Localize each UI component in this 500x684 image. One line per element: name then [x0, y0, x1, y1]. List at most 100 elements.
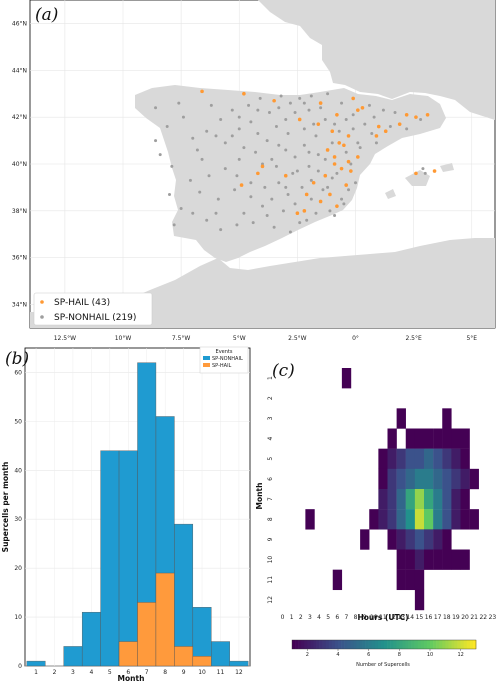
nonhail-point [347, 188, 351, 192]
nonhail-point [274, 164, 278, 168]
hail-point [304, 192, 309, 197]
nonhail-point [172, 223, 176, 227]
bar-x-tick-label: 8 [163, 669, 167, 676]
heatmap-cell [442, 408, 452, 429]
hail-point [332, 155, 337, 159]
heatmap-cell [396, 408, 406, 429]
bar-nonhail [81, 611, 101, 667]
heatmap-cell [442, 428, 452, 449]
heatmap-cell [396, 529, 406, 550]
nonhail-point [265, 139, 269, 143]
heatmap-cell [414, 569, 425, 591]
heatmap-cell [424, 549, 434, 570]
heatmap-y-tick-label: 12 [267, 596, 274, 604]
hail-point [260, 164, 265, 169]
colorbar-segment [347, 640, 351, 649]
nonhail-point [330, 141, 334, 145]
bar-y-tick-label: 0 [18, 663, 22, 670]
heatmap-cell [396, 549, 406, 570]
nonhail-point [300, 185, 304, 189]
heatmap-cell [387, 529, 397, 550]
heatmap-cell [433, 489, 443, 510]
nonhail-point [191, 136, 195, 140]
heatmap-cell [405, 509, 416, 530]
nonhail-point [277, 106, 281, 110]
nonhail-point [342, 202, 346, 206]
nonhail-point [258, 96, 262, 100]
nonhail-point [309, 94, 313, 98]
heatmap-x-tick-label: 22 [479, 614, 487, 621]
heatmap-cell [442, 549, 452, 570]
bar-xlabel: Month [118, 674, 145, 683]
heatmap-cell [460, 549, 470, 570]
hail-point [346, 159, 351, 164]
colorbar-segment [353, 640, 357, 649]
nonhail-point [388, 125, 392, 129]
nonhail-point [237, 115, 241, 119]
nonhail-point [423, 171, 427, 175]
heatmap-x-tick-label: 15 [416, 614, 424, 621]
hail-point [295, 211, 300, 215]
heatmap-y-tick-label: 2 [267, 396, 274, 400]
nonhail-point [270, 197, 274, 201]
hail-point [404, 113, 409, 117]
heatmap-cell [414, 468, 425, 490]
heatmap-x-tick-label: 9 [363, 614, 367, 621]
nonhail-point [312, 122, 316, 126]
map-lon-tick-label: 12.5°W [54, 335, 76, 342]
nonhail-point [307, 164, 311, 168]
colorbar-segment [331, 640, 336, 649]
colorbar: 2 4 6 8 10 12 [291, 639, 477, 658]
colorbar-segment [328, 640, 333, 649]
hail-point [383, 129, 388, 133]
map-lat-tick-label: 34°N [12, 302, 27, 309]
hail-point [349, 169, 353, 173]
colorbar-segment [304, 640, 308, 649]
colorbar-segment [405, 640, 409, 649]
bar-hail [155, 572, 175, 667]
heatmap-cell [378, 509, 388, 530]
colorbar-tick-label: 2 [306, 652, 309, 658]
colorbar-segment [396, 640, 400, 649]
heatmap-cell [451, 468, 461, 490]
nonhail-point [200, 157, 204, 161]
colorbar-segment [457, 640, 461, 649]
bar-nonhail [100, 450, 120, 667]
heatmap-cell [396, 489, 406, 510]
nonhail-point [188, 178, 192, 182]
heatmap-cell [433, 468, 443, 490]
bar-hail [192, 656, 212, 667]
colorbar-segment [359, 640, 363, 649]
map-lat-tick-label: 46°N [12, 20, 27, 27]
heatmap-y-tick-label: 4 [267, 436, 274, 440]
colorbar-segment [362, 640, 366, 649]
nonhail-point [209, 103, 213, 107]
colorbar-segment [399, 640, 403, 649]
nonhail-point [330, 176, 334, 180]
map-lon-tick-label: 7.5°W [172, 335, 191, 342]
heatmap-cell [405, 569, 416, 591]
colorbar-segment [393, 640, 397, 649]
map-lat-tick-label: 42°N [12, 114, 27, 121]
map-lat-tick-label: 36°N [12, 255, 27, 262]
hail-point [397, 122, 402, 126]
panel-a-map: 12.5°W 10°W 7.5°W 5°W 2.5°W 0° 2.5°E 5°E 46°N 44°… [12, 0, 496, 342]
heatmap-xlabel: Hours (UTC) [357, 613, 408, 622]
bar-x-tick-label: 1 [34, 669, 38, 676]
nonhail-point [286, 132, 290, 136]
hail-point [200, 89, 204, 94]
heatmap-cell [442, 468, 452, 490]
map-lat-tick-label: 44°N [12, 67, 27, 74]
heatmap-x-tick-label: 6 [335, 614, 339, 621]
bar-legend-title: Events [216, 349, 233, 355]
colorbar-segment [338, 640, 342, 649]
bar-hail [118, 641, 138, 667]
hail-point [356, 108, 360, 112]
heatmap-y-tick-label: 6 [267, 477, 274, 481]
heatmap-x-tick-label: 4 [317, 614, 321, 621]
nonhail-point [237, 157, 241, 161]
nonhail-point [284, 185, 288, 189]
map-legend: SP-HAIL (43) SP-NONHAIL (219) [33, 292, 153, 326]
colorbar-segment [463, 640, 468, 649]
bar-y-tick-label: 20 [14, 565, 22, 572]
